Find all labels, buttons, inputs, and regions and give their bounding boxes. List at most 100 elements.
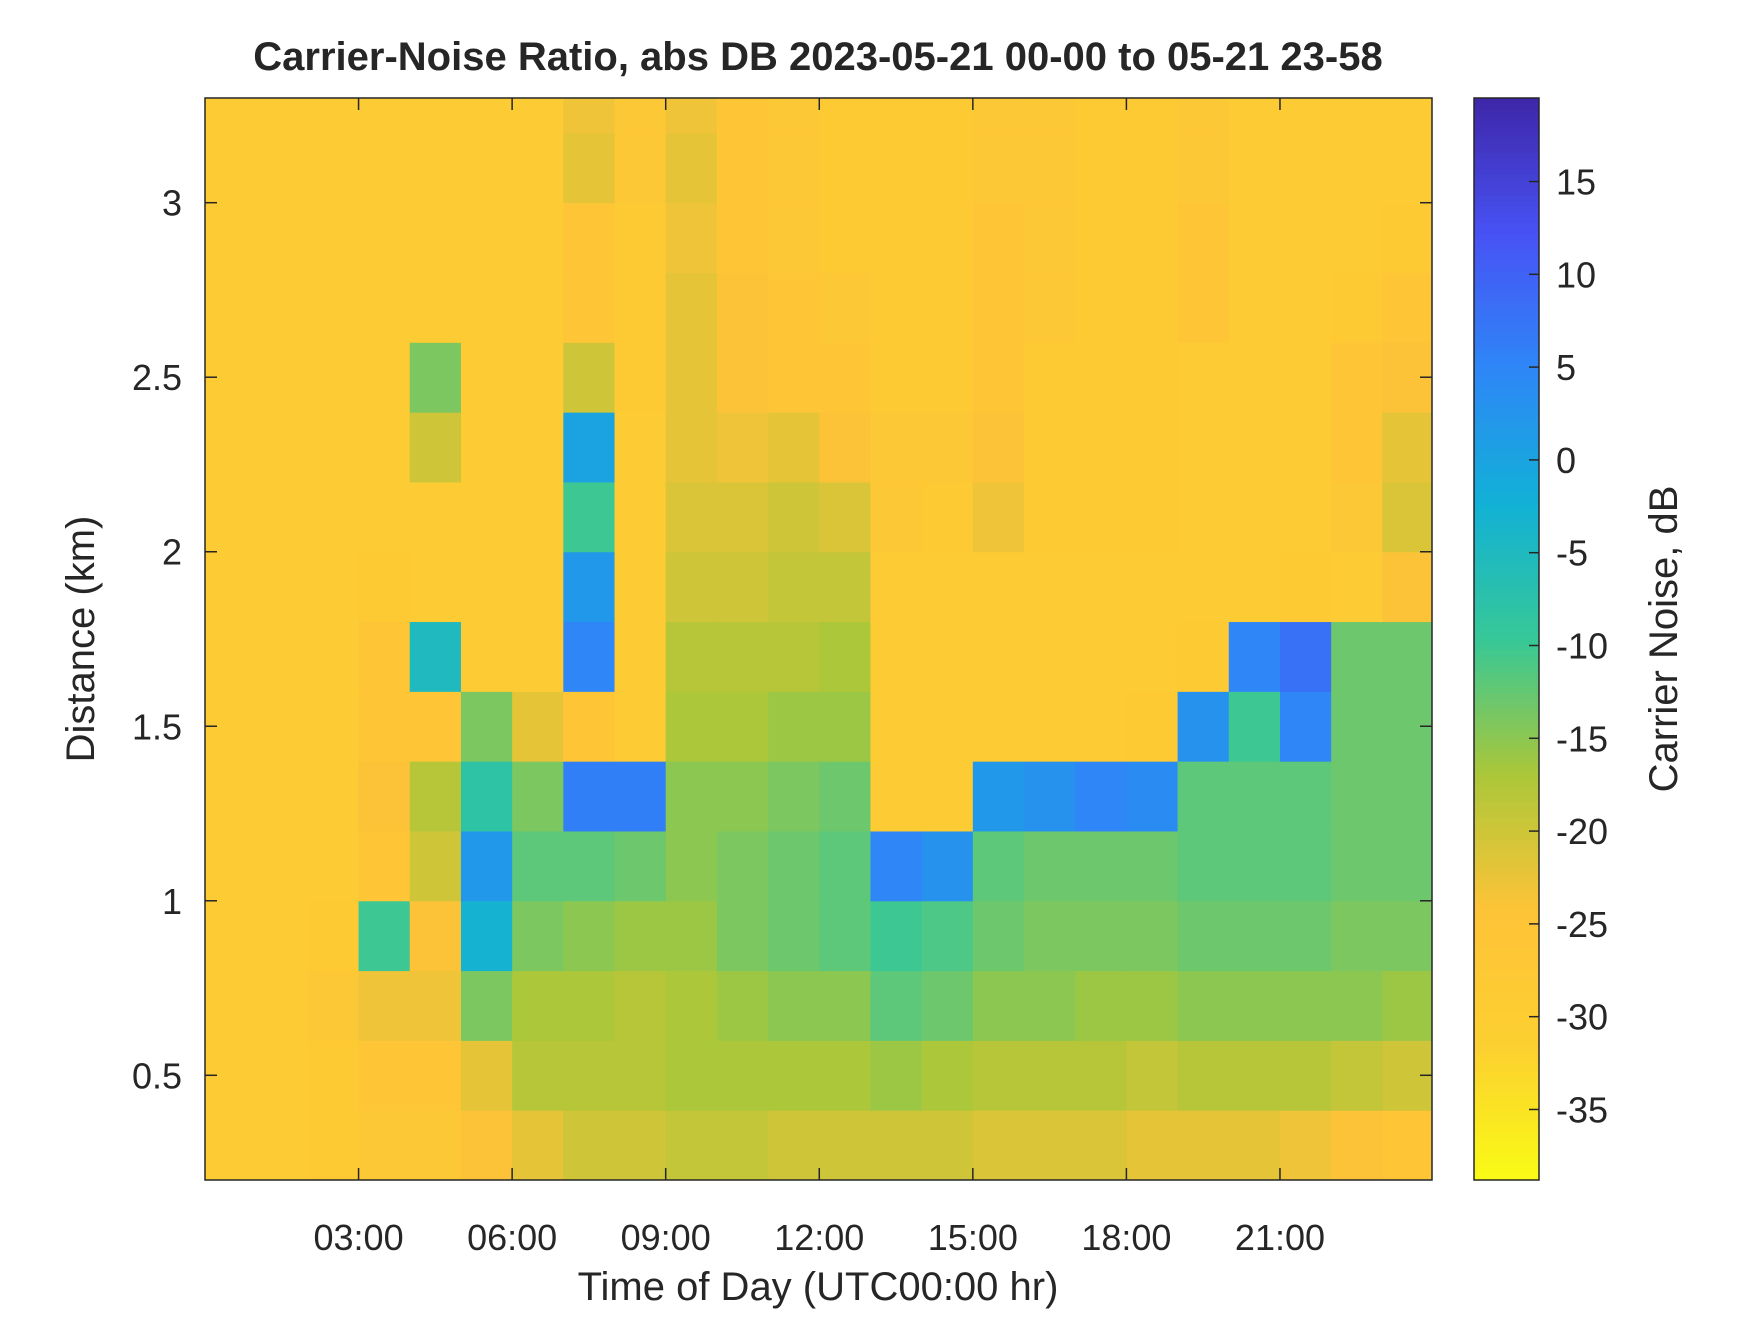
heatmap-cell: [307, 272, 360, 343]
heatmap-cell: [1228, 1110, 1281, 1180]
colorbar-swatch: [1474, 1109, 1539, 1116]
heatmap-cell: [614, 970, 667, 1041]
heatmap-cell: [1177, 132, 1230, 204]
heatmap-cell: [1228, 830, 1281, 902]
heatmap-cell: [1177, 551, 1230, 623]
heatmap-cell: [768, 481, 820, 553]
heatmap-cell: [563, 412, 616, 483]
colorbar-tick-label: -25: [1556, 904, 1608, 945]
heatmap-cell: [1075, 412, 1127, 483]
heatmap-cell: [1382, 761, 1432, 832]
heatmap-cell: [1177, 621, 1230, 692]
colorbar-swatch: [1474, 925, 1539, 932]
colorbar-swatch: [1474, 985, 1539, 992]
heatmap-cell: [716, 202, 769, 274]
heatmap-cell: [768, 1040, 820, 1111]
heatmap-cell: [358, 551, 411, 623]
colorbar-swatch: [1474, 346, 1539, 353]
heatmap-cell: [768, 830, 820, 902]
colorbar-swatch: [1474, 1136, 1539, 1143]
heatmap-cell: [1024, 1110, 1076, 1180]
colorbar-swatch: [1474, 801, 1539, 808]
heatmap-cell: [819, 98, 871, 134]
heatmap-cell: [768, 98, 820, 134]
colorbar-swatch: [1474, 806, 1539, 813]
heatmap-cell: [1331, 98, 1383, 134]
heatmap-cell: [205, 1110, 257, 1180]
heatmap-cell: [870, 900, 923, 972]
heatmap-cell: [1331, 1110, 1383, 1180]
heatmap-cell: [1075, 1040, 1127, 1111]
heatmap-cell: [1382, 551, 1432, 623]
heatmap-cell: [1075, 202, 1127, 274]
colorbar-swatch: [1474, 785, 1539, 792]
heatmap-cell: [1382, 98, 1432, 134]
heatmap-cell: [1126, 98, 1179, 134]
colorbar-swatch: [1474, 547, 1539, 554]
colorbar-swatch: [1474, 666, 1539, 673]
colorbar-swatch: [1474, 660, 1539, 667]
heatmap-cell: [1126, 132, 1179, 204]
heatmap-cell: [768, 551, 820, 623]
heatmap-cell: [1228, 132, 1281, 204]
heatmap-cell: [307, 621, 360, 692]
heatmap-cell: [870, 830, 923, 902]
heatmap-cell: [460, 132, 513, 204]
colorbar-swatch: [1474, 444, 1539, 451]
heatmap-cell: [1382, 132, 1432, 204]
colorbar-swatch: [1474, 1174, 1539, 1181]
heatmap-cell: [665, 202, 718, 274]
colorbar-swatch: [1474, 476, 1539, 483]
heatmap-cell: [921, 481, 974, 553]
heatmap-cell: [614, 621, 667, 692]
heatmap-cell: [1228, 272, 1281, 343]
colorbar: 15 10 5 0 -5 -10 -15 -20 -25 -30 -35: [1473, 97, 1608, 1181]
heatmap-cell: [1382, 272, 1432, 343]
colorbar-swatch: [1474, 217, 1539, 224]
heatmap-cell: [409, 830, 462, 902]
heatmap-cell: [870, 1040, 923, 1111]
heatmap-cell: [358, 202, 411, 274]
colorbar-swatch: [1474, 996, 1539, 1003]
colorbar-swatch: [1474, 579, 1539, 586]
heatmap-cell: [1279, 1040, 1332, 1111]
heatmap-cell: [972, 132, 1025, 204]
colorbar-swatch: [1474, 141, 1539, 148]
colorbar-tick-label: -35: [1556, 1089, 1608, 1130]
heatmap-cell: [358, 830, 411, 902]
heatmap-cell: [716, 900, 769, 972]
heatmap-cell: [460, 970, 513, 1041]
colorbar-swatch: [1474, 611, 1539, 618]
x-tick-label: 18:00: [1081, 1217, 1171, 1258]
heatmap-cell: [1075, 1110, 1127, 1180]
heatmap-cell: [563, 98, 616, 134]
heatmap-cell: [409, 1040, 462, 1111]
colorbar-swatch: [1474, 1104, 1539, 1111]
heatmap-cell: [358, 98, 411, 134]
heatmap-cell: [1075, 900, 1127, 972]
colorbar-swatch: [1474, 471, 1539, 478]
x-tick-label: 21:00: [1235, 1217, 1325, 1258]
colorbar-swatch: [1474, 168, 1539, 175]
colorbar-swatch: [1474, 125, 1539, 132]
heatmap-cell: [921, 830, 974, 902]
heatmap-cell: [1024, 98, 1076, 134]
heatmap-cell: [256, 970, 308, 1041]
colorbar-swatch: [1474, 357, 1539, 364]
heatmap-cell: [256, 342, 308, 413]
heatmap-cell: [1075, 481, 1127, 553]
colorbar-swatch: [1474, 249, 1539, 256]
heatmap-cell: [409, 98, 462, 134]
heatmap-cell: [512, 621, 564, 692]
heatmap-cell: [614, 98, 667, 134]
colorbar-swatch: [1474, 238, 1539, 245]
heatmap-cell: [512, 970, 564, 1041]
heatmap-cell: [563, 970, 616, 1041]
colorbar-swatch: [1474, 341, 1539, 348]
heatmap-cell: [307, 551, 360, 623]
colorbar-swatch: [1474, 676, 1539, 683]
heatmap-cell: [614, 481, 667, 553]
colorbar-swatch: [1474, 498, 1539, 505]
heatmap-cell: [716, 621, 769, 692]
heatmap-cell: [819, 621, 871, 692]
